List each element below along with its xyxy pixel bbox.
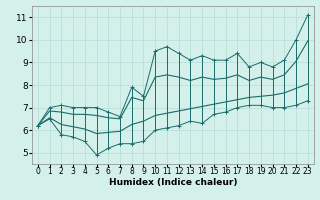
X-axis label: Humidex (Indice chaleur): Humidex (Indice chaleur) (108, 178, 237, 187)
